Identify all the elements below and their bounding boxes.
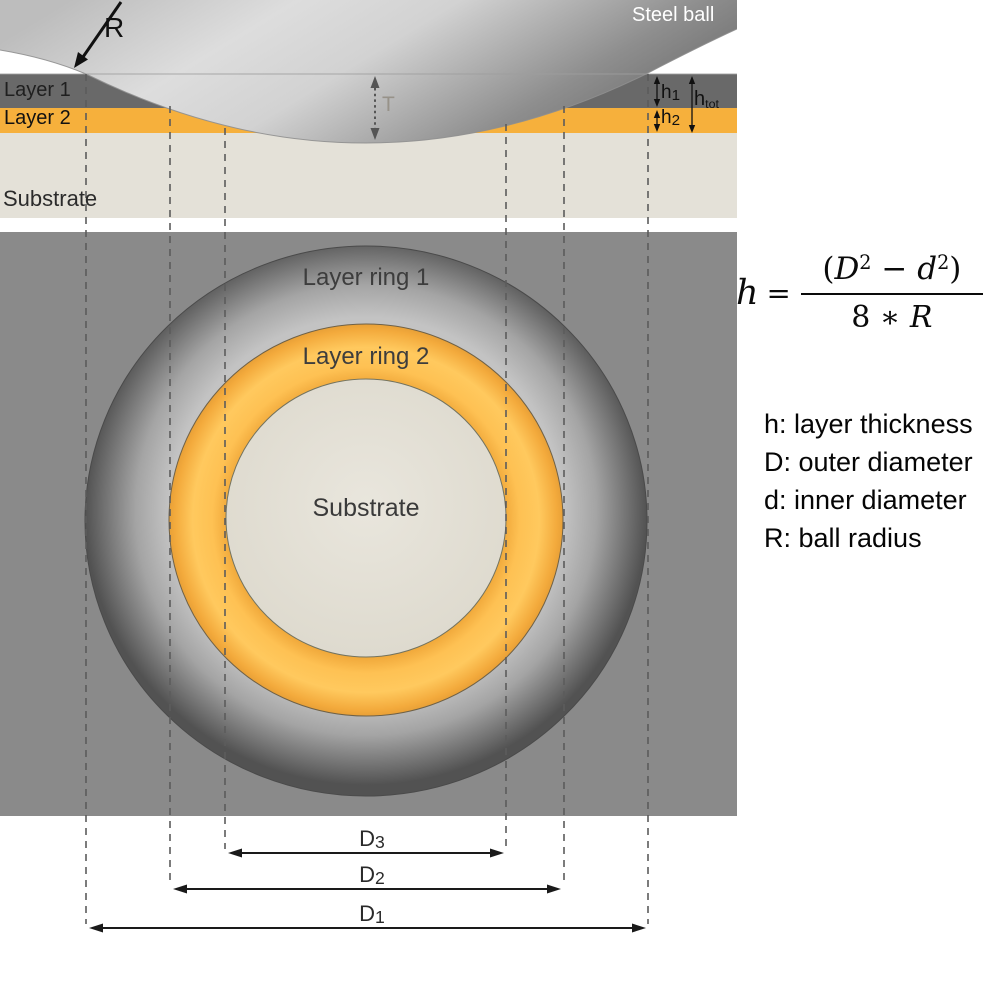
- layer-ring-2-label: Layer ring 2: [302, 343, 430, 370]
- formula-fraction: (D2 − d2) 8 ∗ R: [800, 251, 983, 335]
- substrate-label-cross-section: Substrate: [3, 186, 98, 211]
- legend-item-D: D: outer diameter: [764, 447, 973, 477]
- dimension-arrows: [89, 848, 646, 933]
- formula-lhs: h: [736, 273, 759, 313]
- htot-label: htot: [694, 88, 719, 111]
- asterisk-operator: ∗: [870, 300, 910, 335]
- d2-sub: 2: [375, 867, 385, 888]
- radius-arrow: [74, 1, 123, 68]
- var-D: D: [834, 251, 860, 287]
- h1-base: h: [661, 82, 672, 103]
- depth-arrow: [370, 76, 380, 140]
- htot-base: h: [694, 88, 706, 110]
- layer-ring-1-label: Layer ring 1: [302, 264, 430, 291]
- paren-close: ): [949, 251, 962, 287]
- num-eight: 8: [851, 300, 871, 335]
- legend-item-R: R: ball radius: [764, 523, 922, 553]
- d1-base: D: [359, 901, 376, 926]
- steel-ball-label: Steel ball: [632, 4, 715, 26]
- d3-sub: 3: [375, 831, 385, 852]
- h2-sub: 2: [671, 111, 681, 129]
- legend-item-d: d: inner diameter: [764, 485, 967, 515]
- formula-numerator: (D2 − d2): [816, 251, 967, 293]
- d3-label: D3: [340, 826, 404, 852]
- legend-item-h: h: layer thickness: [764, 409, 973, 439]
- thickness-formula: h = (D2 − d2) 8 ∗ R: [736, 251, 983, 335]
- exp-D: 2: [859, 251, 872, 275]
- symbol-legend: h: layer thickness D: outer diameter d: …: [764, 405, 973, 557]
- ball-outline: [0, 28, 737, 144]
- var-d: d: [917, 251, 938, 287]
- d3-base: D: [359, 826, 376, 851]
- radius-label: R: [104, 12, 125, 43]
- layer1-label: Layer 1: [4, 79, 71, 101]
- d1-sub: 1: [375, 906, 385, 927]
- substrate-band: [0, 133, 737, 218]
- diagram-canvas: [0, 0, 737, 933]
- fraction-bar: [800, 293, 983, 295]
- d2-base: D: [359, 862, 376, 887]
- thickness-arrows: [653, 76, 696, 133]
- paren-open: (: [822, 251, 835, 287]
- h2-base: h: [661, 107, 672, 128]
- exp-d: 2: [937, 251, 950, 275]
- formula-denominator: 8 ∗ R: [851, 295, 932, 335]
- minus-sign: −: [871, 251, 918, 287]
- h1-label: h1: [661, 82, 680, 104]
- steel-ball: [0, 0, 737, 143]
- h1-sub: 1: [671, 86, 681, 104]
- formula-equals: =: [766, 276, 791, 310]
- h2-label: h2: [661, 107, 680, 129]
- htot-sub: tot: [705, 96, 719, 111]
- var-R: R: [909, 300, 933, 335]
- substrate-label-top-view: Substrate: [312, 494, 420, 522]
- d2-label: D2: [340, 862, 404, 888]
- d1-label: D1: [340, 901, 404, 927]
- layer2-label: Layer 2: [4, 107, 71, 129]
- guide-lines: [85, 74, 649, 924]
- crater-depth-label: T: [382, 93, 395, 116]
